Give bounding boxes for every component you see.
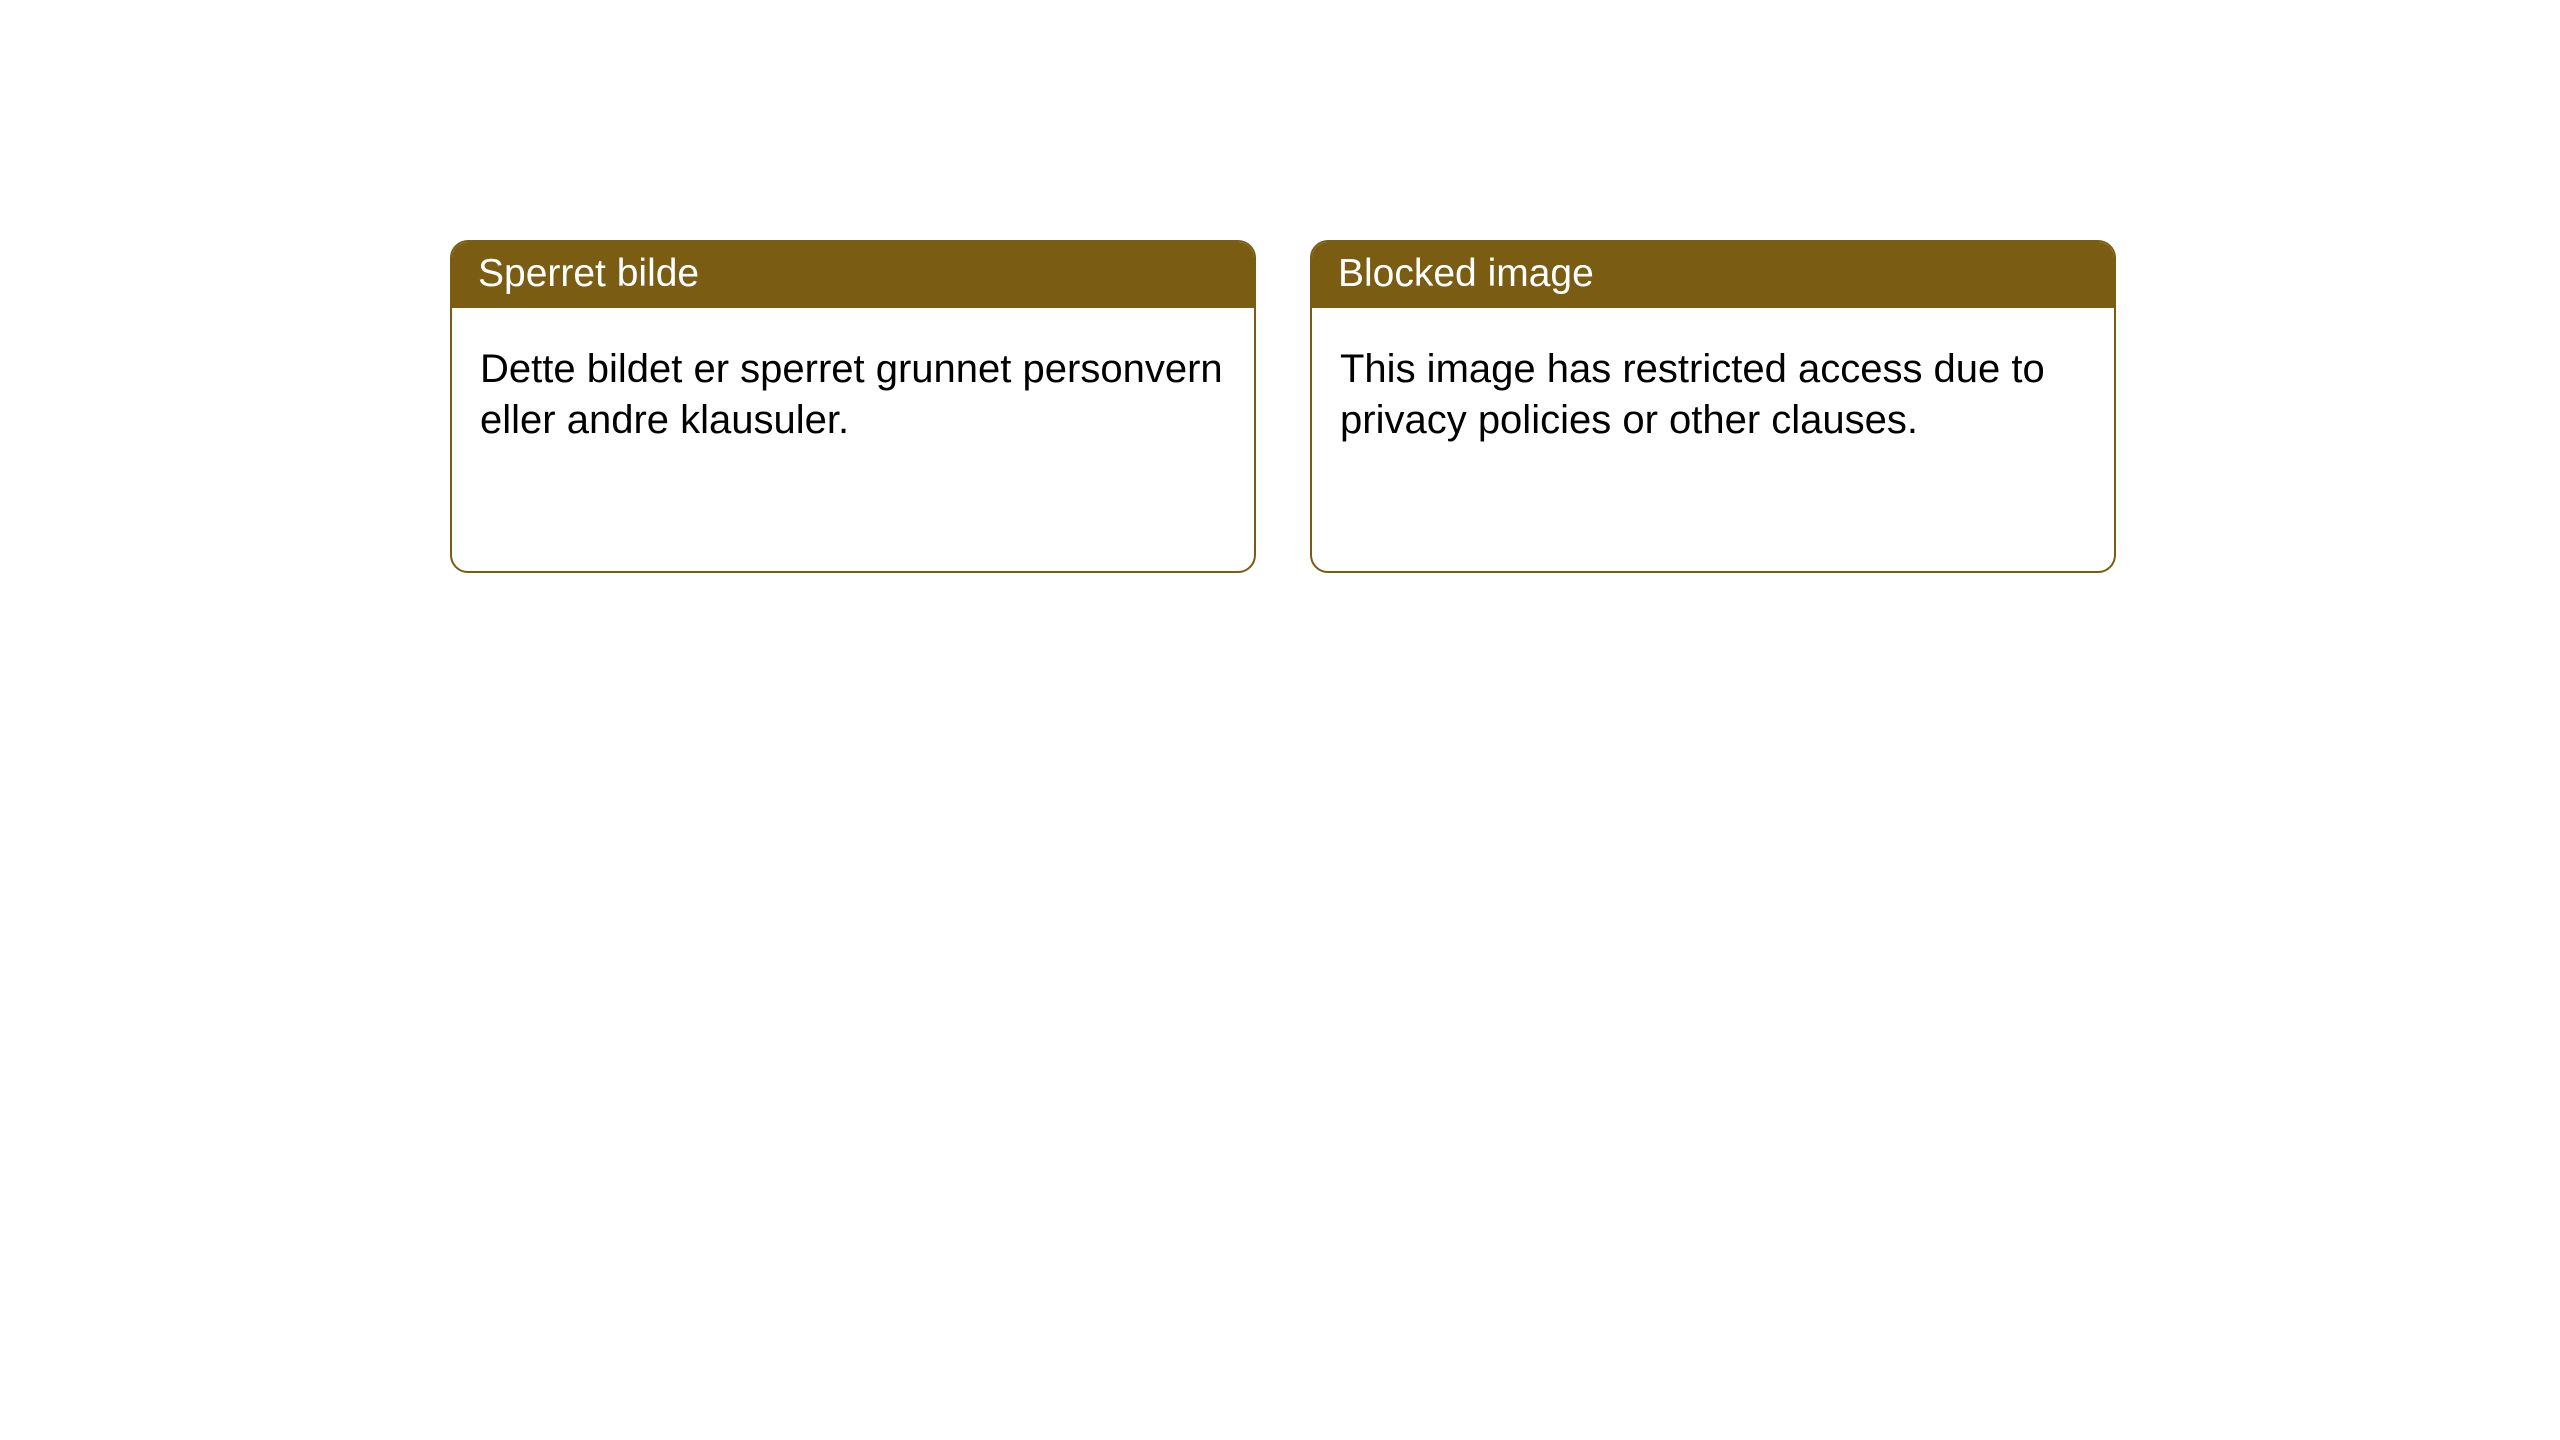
notice-message: This image has restricted access due to … — [1312, 308, 2114, 482]
notice-message: Dette bildet er sperret grunnet personve… — [452, 308, 1254, 482]
notice-card-english: Blocked image This image has restricted … — [1310, 240, 2116, 573]
blocked-image-notices: Sperret bilde Dette bildet er sperret gr… — [0, 0, 2560, 573]
notice-card-norwegian: Sperret bilde Dette bildet er sperret gr… — [450, 240, 1256, 573]
notice-title: Blocked image — [1312, 242, 2114, 308]
notice-title: Sperret bilde — [452, 242, 1254, 308]
